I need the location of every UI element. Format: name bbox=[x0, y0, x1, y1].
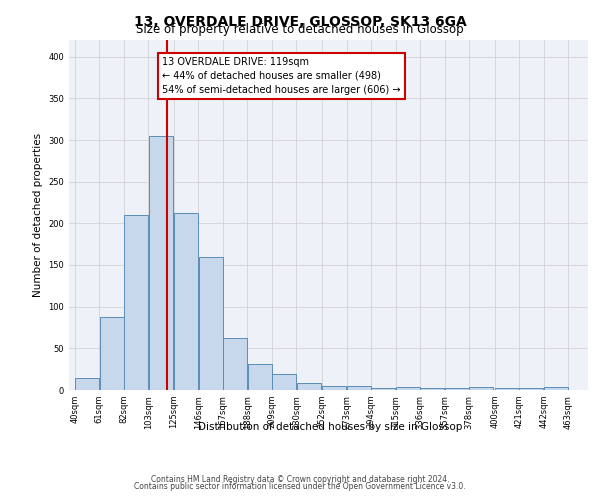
Bar bbox=[124, 215, 148, 390]
Bar bbox=[469, 386, 493, 390]
Bar bbox=[297, 382, 320, 390]
Bar bbox=[272, 374, 296, 390]
Bar bbox=[371, 388, 395, 390]
Bar bbox=[75, 378, 99, 390]
Text: Size of property relative to detached houses in Glossop: Size of property relative to detached ho… bbox=[136, 22, 464, 36]
Text: Contains HM Land Registry data © Crown copyright and database right 2024.: Contains HM Land Registry data © Crown c… bbox=[151, 475, 449, 484]
Bar bbox=[149, 136, 173, 390]
Bar bbox=[520, 388, 544, 390]
Bar bbox=[248, 364, 272, 390]
Bar bbox=[223, 338, 247, 390]
Text: 13, OVERDALE DRIVE, GLOSSOP, SK13 6GA: 13, OVERDALE DRIVE, GLOSSOP, SK13 6GA bbox=[134, 15, 466, 29]
Bar bbox=[347, 386, 371, 390]
Y-axis label: Number of detached properties: Number of detached properties bbox=[33, 133, 43, 297]
Bar bbox=[445, 388, 469, 390]
Bar bbox=[544, 386, 568, 390]
Bar bbox=[100, 316, 124, 390]
Text: Distribution of detached houses by size in Glossop: Distribution of detached houses by size … bbox=[198, 422, 462, 432]
Text: Contains public sector information licensed under the Open Government Licence v3: Contains public sector information licen… bbox=[134, 482, 466, 491]
Bar bbox=[396, 386, 420, 390]
Bar bbox=[174, 212, 198, 390]
Bar bbox=[421, 388, 444, 390]
Bar bbox=[199, 256, 223, 390]
Text: 13 OVERDALE DRIVE: 119sqm
← 44% of detached houses are smaller (498)
54% of semi: 13 OVERDALE DRIVE: 119sqm ← 44% of detac… bbox=[163, 56, 401, 94]
Bar bbox=[322, 386, 346, 390]
Bar bbox=[495, 388, 519, 390]
